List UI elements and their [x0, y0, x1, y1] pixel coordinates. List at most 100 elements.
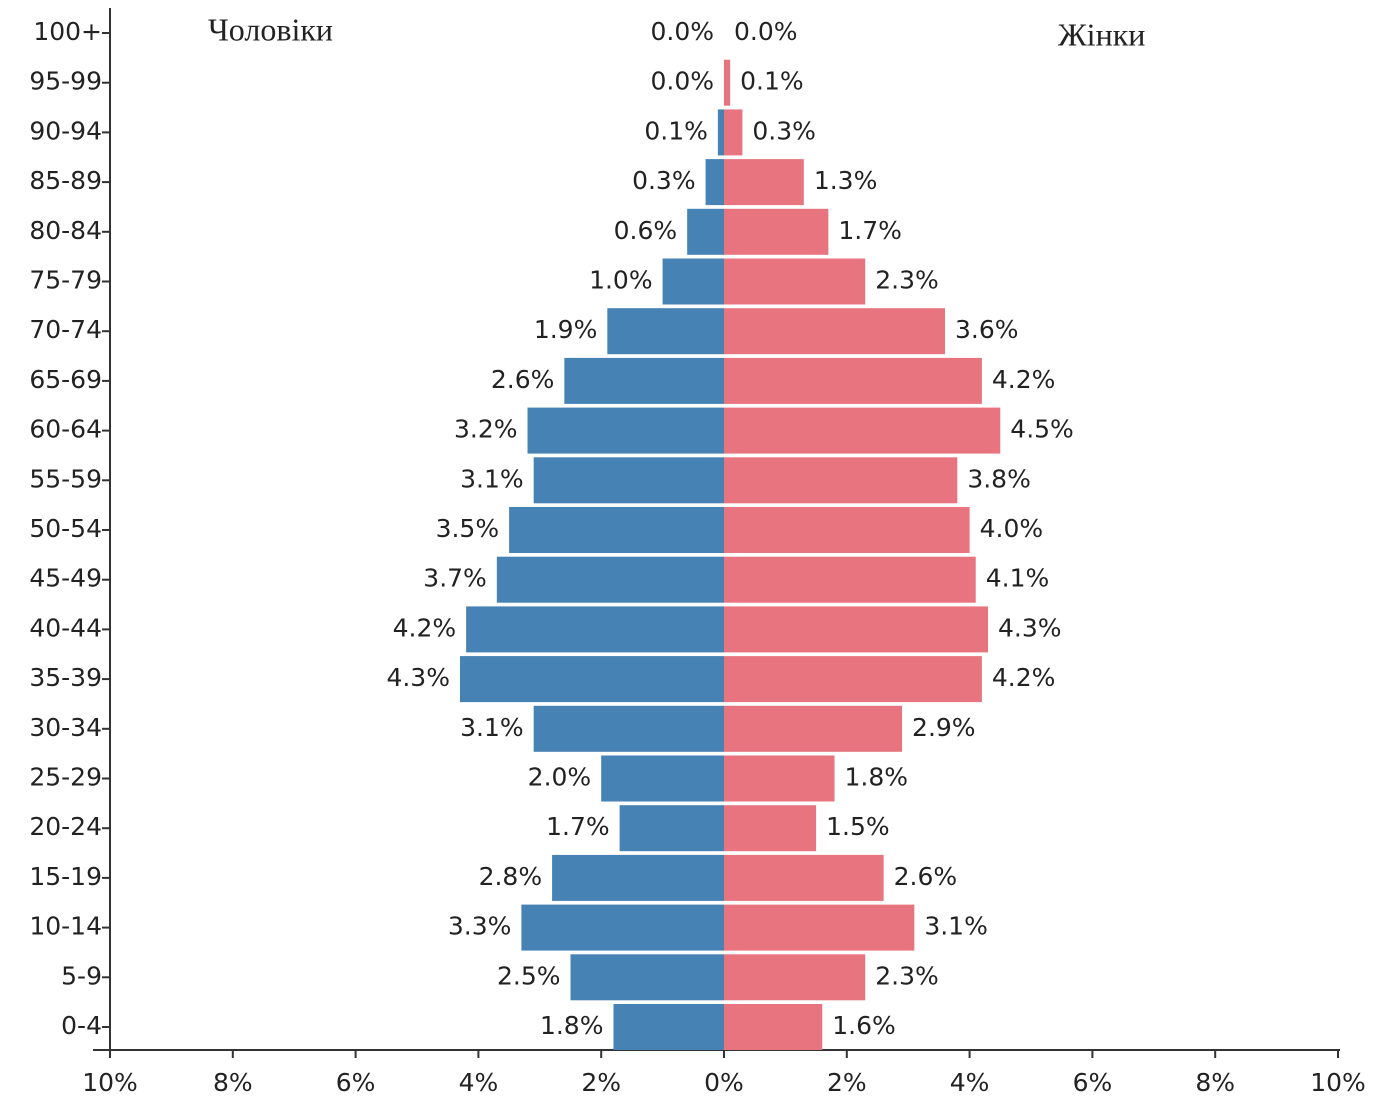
data-label: 1.7%: [546, 812, 610, 841]
data-label: 0.1%: [644, 116, 708, 145]
bar: [724, 109, 743, 156]
data-label: 2.6%: [491, 365, 555, 394]
data-label: 3.6%: [955, 315, 1019, 344]
bar: [687, 208, 724, 255]
bar: [724, 805, 817, 852]
y-tick-label: 15-19: [29, 862, 102, 891]
y-tick-label: 0-4: [61, 1011, 102, 1040]
data-label: 3.1%: [460, 713, 524, 742]
data-label: 2.3%: [875, 266, 939, 295]
data-label: 4.3%: [998, 613, 1062, 642]
bar: [705, 159, 724, 206]
x-tick-label: 8%: [213, 1068, 253, 1097]
bar: [564, 357, 724, 404]
bar: [607, 308, 724, 355]
x-tick-label: 2%: [827, 1068, 867, 1097]
bar: [724, 59, 731, 106]
x-tick-label: 10%: [82, 1068, 138, 1097]
data-label: 4.2%: [393, 613, 457, 642]
bar: [533, 457, 724, 504]
y-tick-label: 90-94: [29, 116, 102, 145]
data-label: 3.1%: [924, 912, 988, 941]
bar: [724, 705, 903, 752]
bar: [724, 208, 829, 255]
bar: [724, 159, 804, 206]
y-tick-label: 20-24: [29, 812, 102, 841]
bar: [613, 1004, 724, 1050]
y-tick-label: 25-29: [29, 763, 102, 792]
data-label: 3.5%: [436, 514, 500, 543]
bar: [724, 656, 982, 703]
bar: [496, 556, 724, 603]
data-label: 2.0%: [528, 763, 592, 792]
bar: [724, 755, 835, 802]
y-tick-label: 100+: [33, 17, 102, 46]
bar: [724, 308, 946, 355]
y-tick-label: 70-74: [29, 315, 102, 344]
bar: [724, 407, 1001, 454]
bar: [521, 904, 724, 951]
data-label: 3.8%: [967, 464, 1031, 493]
data-label: 1.6%: [832, 1011, 896, 1040]
bar: [724, 357, 982, 404]
data-label: 2.8%: [479, 862, 543, 891]
bar: [724, 1004, 823, 1050]
data-label: 0.3%: [752, 116, 816, 145]
data-label: 0.3%: [632, 166, 696, 195]
data-label: 3.2%: [454, 415, 518, 444]
data-label: 2.9%: [912, 713, 976, 742]
data-label: 0.1%: [740, 67, 804, 96]
bar: [662, 258, 724, 305]
legend-label: Жінки: [1058, 16, 1145, 52]
legend-label: Чоловіки: [208, 11, 333, 47]
bar: [724, 606, 989, 653]
bar: [724, 556, 976, 603]
data-label: 2.3%: [875, 961, 939, 990]
data-label: 4.3%: [386, 663, 450, 692]
y-tick-label: 10-14: [29, 912, 102, 941]
data-label: 2.5%: [497, 961, 561, 990]
y-tick-label: 95-99: [29, 67, 102, 96]
data-label: 3.7%: [423, 564, 487, 593]
y-tick-label: 35-39: [29, 663, 102, 692]
bar: [466, 606, 724, 653]
bar: [619, 805, 724, 852]
bar: [459, 656, 724, 703]
bar: [601, 755, 724, 802]
y-tick-label: 5-9: [61, 961, 102, 990]
x-tick-label: 4%: [459, 1068, 499, 1097]
y-tick-label: 45-49: [29, 564, 102, 593]
x-tick-label: 8%: [1195, 1068, 1235, 1097]
y-tick-label: 60-64: [29, 415, 102, 444]
data-label: 1.0%: [589, 266, 653, 295]
x-tick-label: 2%: [581, 1068, 621, 1097]
data-label: 0.0%: [734, 17, 798, 46]
bar: [724, 507, 970, 553]
x-tick-label: 4%: [950, 1068, 990, 1097]
bar: [570, 954, 724, 1001]
data-label: 1.7%: [838, 216, 902, 245]
data-label: 2.6%: [894, 862, 958, 891]
data-label: 3.3%: [448, 912, 512, 941]
y-tick-label: 30-34: [29, 713, 102, 742]
bar: [552, 854, 724, 901]
y-tick-label: 75-79: [29, 266, 102, 295]
bar: [533, 705, 724, 752]
y-tick-label: 50-54: [29, 514, 102, 543]
x-tick-label: 0%: [704, 1068, 744, 1097]
y-tick-label: 65-69: [29, 365, 102, 394]
data-label: 1.8%: [845, 763, 909, 792]
bar: [527, 407, 724, 454]
bar: [724, 904, 915, 951]
data-label: 1.5%: [826, 812, 890, 841]
data-label: 1.9%: [534, 315, 598, 344]
data-label: 4.1%: [986, 564, 1050, 593]
bar: [724, 954, 866, 1001]
data-label: 0.0%: [650, 17, 714, 46]
y-tick-label: 40-44: [29, 613, 102, 642]
x-tick-label: 10%: [1310, 1068, 1366, 1097]
bar: [717, 109, 724, 156]
y-tick-label: 80-84: [29, 216, 102, 245]
